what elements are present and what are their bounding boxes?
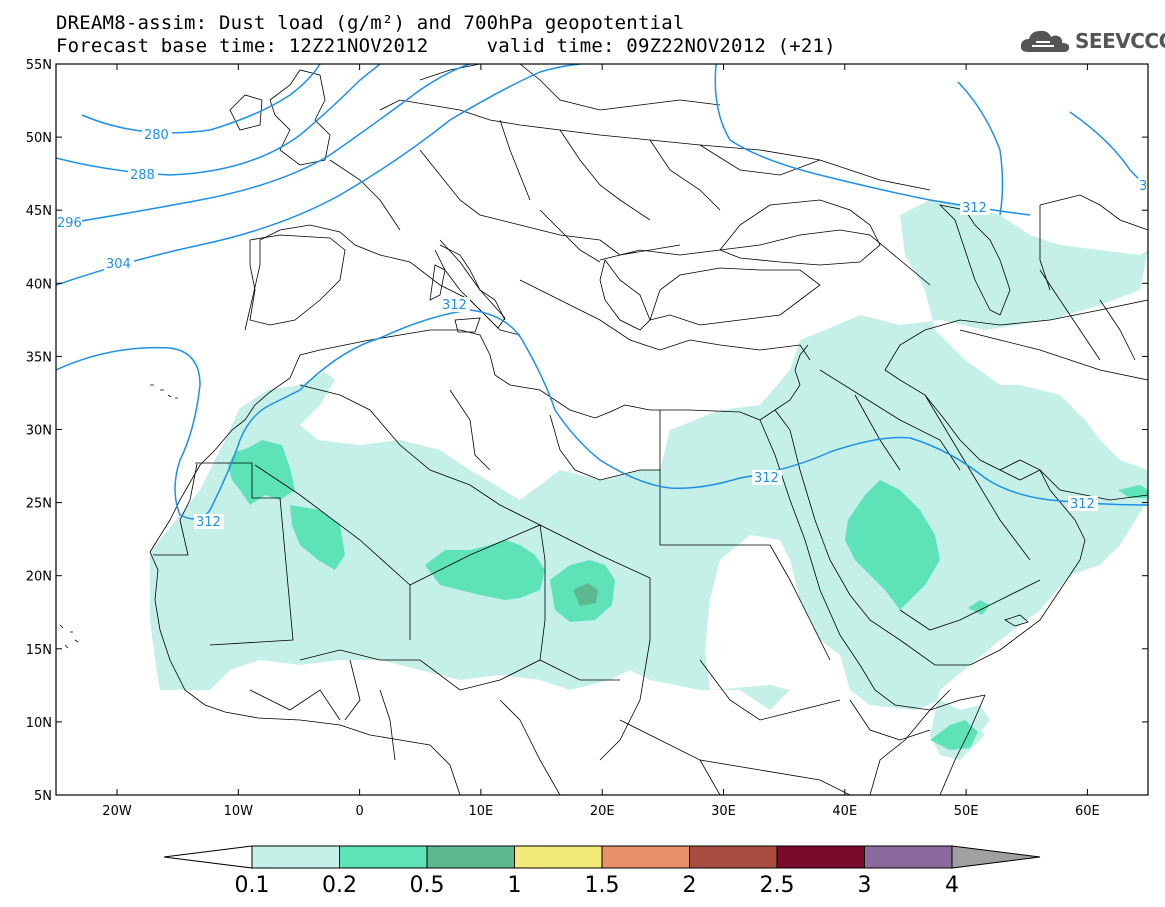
dust-area-light [150,200,1148,760]
colorbar-label: 1.5 [585,873,620,898]
contour-288 [56,64,381,176]
colorbar-label: 2 [683,873,697,898]
lat-tick-label: 40N [26,277,52,292]
contour-296 [56,64,471,226]
colorbar: 0.1 0.2 0.5 1 1.5 2 2.5 3 4 [163,845,1041,898]
colorbar-segment [514,845,603,869]
colorbar-under-triangle [163,845,253,869]
dust-area-dense [573,583,598,606]
lon-tick-label: 40E [832,804,857,819]
lat-tick-label: 50N [26,131,52,146]
colorbar-segment [864,845,953,869]
cloud-icon [1020,30,1070,52]
lon-tick-label: 10W [224,804,254,819]
contour-3xx-ne [1069,111,1148,191]
geopotential-contours [56,64,1148,520]
contour-280 [81,64,321,134]
colorbar-label: 4 [945,873,959,898]
lon-tick-label: 10E [469,804,494,819]
logo-text: SEEVCCC [1075,29,1165,53]
dust-area-medium [228,440,1148,750]
contour-label-312: 312 [442,298,467,313]
colorbar-label: 1 [508,873,522,898]
contour-label-312: 312 [196,515,221,530]
lat-tick-label: 30N [26,424,52,439]
contour-label-312: 312 [1070,497,1095,512]
lat-tick-label: 45N [26,204,52,219]
contour-labels: 280 288 296 304 312 312 312 312 312 3 [56,127,1148,530]
contour-312-north [714,64,1031,216]
colorbar-segment [251,845,340,869]
coastlines-borders [59,64,1148,795]
colorbar-segment [339,845,428,869]
contour-label-312: 312 [962,201,987,216]
map-title: DREAM8-assim: Dust load (g/m²) and 700hP… [56,12,685,34]
lat-tick-label: 10N [26,716,52,731]
colorbar-label: 0.5 [410,873,445,898]
colorbar-segment [689,845,778,869]
seevccc-logo: SEEVCCC [1018,26,1165,56]
lat-tick-label: 55N [26,58,52,73]
lon-tick-label: 20E [590,804,615,819]
latitude-axis: 55N 50N 45N 40N 35N 30N 25N 20N 15N 10N 5N [26,58,1148,804]
contour-312-ne [957,81,1004,216]
lon-tick-label: 60E [1075,804,1100,819]
colorbar-label: 0.2 [322,873,357,898]
contour-label-312: 312 [754,471,779,486]
contour-304 [56,64,581,286]
contour-label-edge: 3 [1139,179,1147,194]
lon-tick-label: 20W [102,804,132,819]
contour-label-296: 296 [57,216,82,231]
lon-tick-label: 50E [954,804,979,819]
colorbar-label: 2.5 [760,873,795,898]
lat-tick-label: 25N [26,497,52,512]
lon-tick-label: 0 [355,804,363,819]
contour-label-304: 304 [106,257,131,272]
contour-312-west [56,309,1148,520]
colorbar-label: 0.1 [235,873,270,898]
colorbar-over-triangle [951,845,1041,869]
longitude-axis: 20W 10W 0 10E 20E 30E 40E 50E 60E [102,64,1100,819]
colorbar-segment [601,845,690,869]
contour-label-288: 288 [130,168,155,183]
lat-tick-label: 20N [26,570,52,585]
dust-field [150,200,1148,760]
lat-tick-label: 5N [34,789,52,804]
forecast-time-info: Forecast base time: 12Z21NOV2012 valid t… [56,35,836,57]
lat-tick-label: 35N [26,350,52,365]
contour-label-280: 280 [144,128,169,143]
lon-tick-label: 30E [711,804,736,819]
colorbar-segment [426,845,515,869]
colorbar-label: 3 [858,873,872,898]
colorbar-segment [776,845,865,869]
lat-tick-label: 15N [26,643,52,658]
